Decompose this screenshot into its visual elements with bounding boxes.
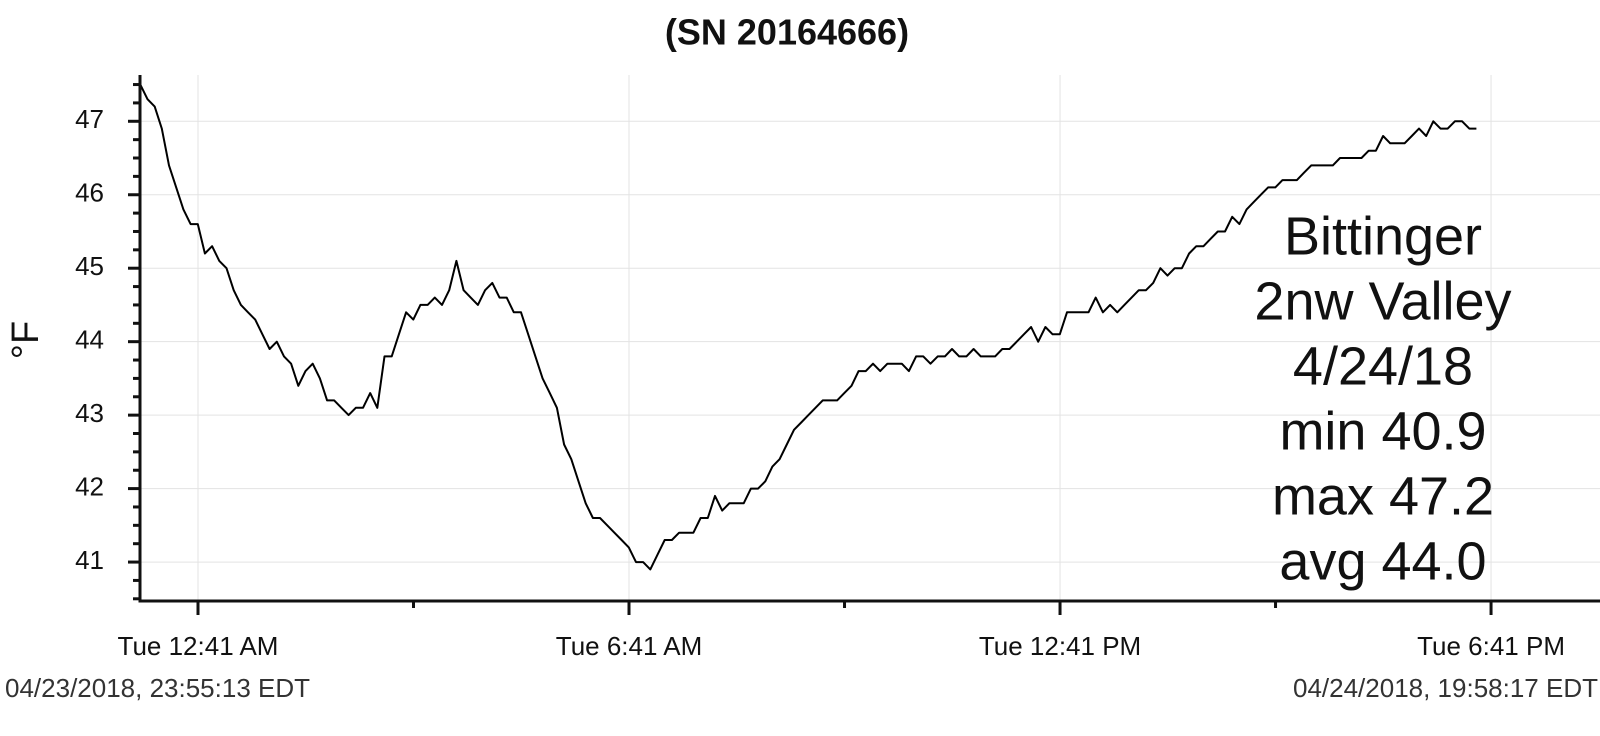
x-tick-label: Tue 12:41 PM	[979, 631, 1141, 661]
y-tick-label: 46	[75, 178, 104, 208]
annotation-line: max 47.2	[1272, 466, 1494, 526]
annotation-line: avg 44.0	[1279, 531, 1486, 591]
x-tick-label: Tue 6:41 PM	[1417, 631, 1565, 661]
annotation-line: Bittinger	[1284, 206, 1482, 266]
y-tick-label: 42	[75, 471, 104, 501]
chart-title: (SN 20164666)	[665, 12, 909, 53]
end-time: 04/24/2018, 19:58:17 EDT	[1293, 673, 1598, 703]
annotation-line: 2nw Valley	[1254, 271, 1511, 331]
start-time: 04/23/2018, 23:55:13 EDT	[5, 673, 310, 703]
y-axis-label: °F	[5, 321, 47, 359]
y-tick-label: 43	[75, 398, 104, 428]
x-tick-label: Tue 6:41 AM	[556, 631, 702, 661]
y-tick-label: 41	[75, 545, 104, 575]
temperature-line	[139, 84, 1477, 571]
x-tick-label: Tue 12:41 AM	[118, 631, 279, 661]
y-tick-label: 45	[75, 251, 104, 281]
y-tick-label: 44	[75, 325, 104, 355]
y-tick-label: 47	[75, 104, 104, 134]
annotation-line: min 40.9	[1279, 401, 1486, 461]
annotation-line: 4/24/18	[1293, 336, 1473, 396]
